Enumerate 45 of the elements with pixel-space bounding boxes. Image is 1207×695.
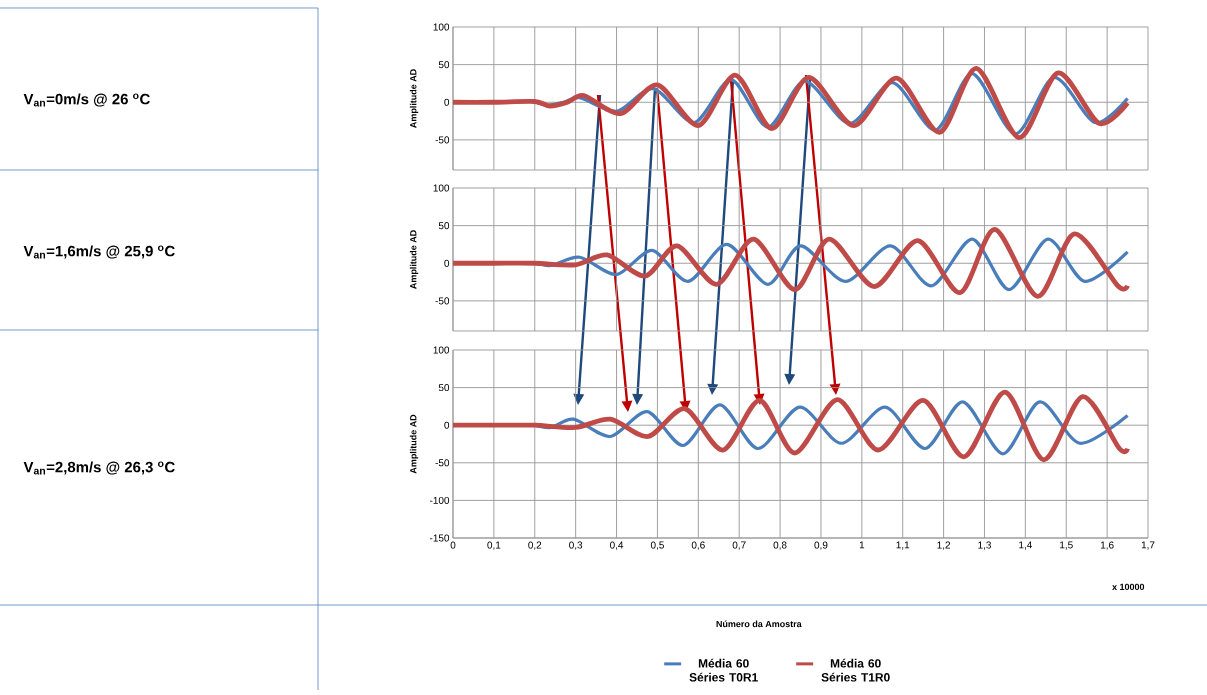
x-tick-label: 0,2 [528, 541, 542, 550]
x-tick-label: 0 [450, 541, 456, 549]
x-tick-label: 0,7 [732, 541, 746, 550]
legend-label: Média 60 Séries T1R0 [821, 658, 890, 682]
x-axis-title: Número da Amostra [716, 620, 802, 628]
y-tick-label: -100 [429, 496, 450, 504]
x-tick-label: 1,1 [896, 541, 910, 550]
y-tick-label: -50 [435, 297, 450, 305]
x-tick-label: 0,4 [610, 541, 624, 550]
x-tick-label: 1,5 [1060, 541, 1073, 550]
y-tick-label: 50 [438, 222, 450, 230]
line-series [450, 389, 1130, 463]
text: x 10000 [1112, 583, 1145, 591]
y-tick-label: 100 [433, 23, 450, 31]
line-series [450, 226, 1130, 299]
x-tick-label: 0,1 [487, 541, 501, 550]
x-tick-label: 0,9 [814, 541, 828, 550]
x-tick-label: 0,8 [773, 541, 787, 550]
y-axis-title: Amplitude AD [409, 69, 419, 128]
x-tick-label: 1,4 [1019, 541, 1032, 550]
y-tick-label: 100 [433, 346, 450, 354]
y-tick-label: -50 [435, 136, 450, 144]
y-tick-label: -50 [435, 459, 450, 467]
legend-label: Média 60 Séries T0R1 [689, 658, 758, 682]
x-tick-label: 0,6 [691, 541, 705, 550]
x-tick-label: 0,3 [569, 541, 583, 550]
text: V$_{an}$=2,8m/s @ 26,3 $^{o}$C [23, 461, 175, 475]
x-tick-label: 1,7 [1141, 541, 1155, 550]
y-tick-label: 0 [444, 98, 450, 106]
x-tick-label: 0,5 [650, 541, 664, 550]
y-tick-label: 50 [438, 384, 450, 392]
text: V$_{an}$=1,6m/s @ 25,9 $^{o}$C [23, 245, 175, 259]
x-tick-label: 1,3 [978, 541, 991, 550]
x-tick-label: 1,6 [1100, 541, 1114, 550]
y-tick-label: -150 [429, 534, 450, 542]
x-tick-label: 1,2 [937, 541, 951, 550]
y-tick-label: 0 [444, 421, 450, 429]
x-tick-label: 1 [859, 541, 865, 549]
text: V$_{an}$=0m/s @ 26 $^{o}$C [23, 93, 150, 107]
y-tick-label: 50 [438, 61, 450, 69]
line-series [450, 65, 1130, 141]
y-tick-label: 100 [433, 184, 450, 192]
y-axis-title: Amplitude AD [409, 230, 419, 289]
y-tick-label: 0 [444, 259, 450, 267]
y-axis-title: Amplitude AD [409, 414, 419, 474]
